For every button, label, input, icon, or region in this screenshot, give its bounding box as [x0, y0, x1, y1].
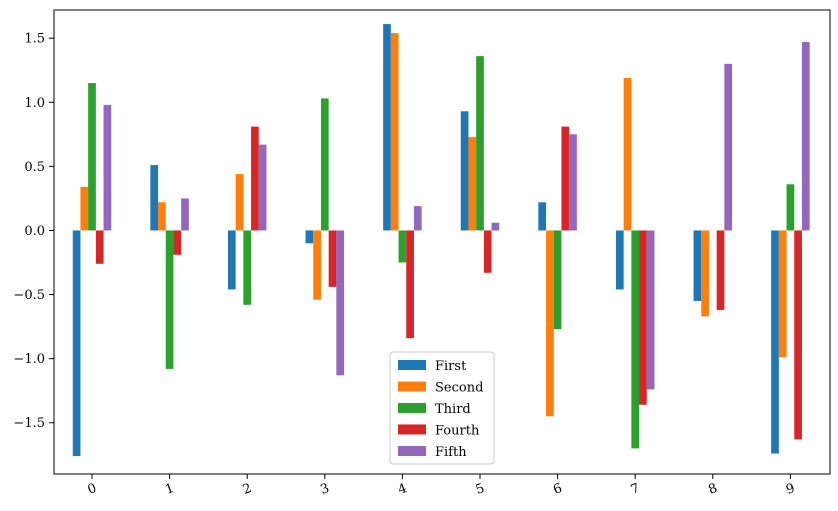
bar-second-6: [546, 230, 554, 417]
plot-frame: [53, 9, 831, 475]
bar-fifth-6: [569, 134, 577, 231]
bar-second-8: [701, 230, 709, 317]
bar-fourth-2: [251, 126, 259, 231]
legend-label-fifth: Fifth: [435, 445, 467, 460]
bar-second-5: [468, 136, 477, 231]
bars-layer: [72, 24, 810, 457]
y-tick-label: 1.5: [24, 32, 45, 47]
bar-third-3: [320, 98, 329, 231]
bar-first-2: [227, 230, 236, 290]
bar-first-4: [383, 24, 391, 231]
bar-fourth-0: [95, 230, 104, 264]
y-tick-label: 0.5: [24, 160, 45, 175]
bar-first-0: [72, 230, 81, 457]
legend-swatch-first: [398, 360, 426, 370]
bar-fourth-1: [173, 230, 182, 255]
x-tick-label: 1: [163, 481, 176, 498]
bar-third-1: [165, 230, 174, 369]
y-tick-label: −0.5: [13, 288, 45, 303]
x-tick-label: 2: [241, 481, 254, 498]
bar-third-5: [476, 56, 484, 231]
axes-layer: −1.5 −1.0 −0.5 0.0 0.5 1.0 1.5 0 1 2 3 4 5 6 7 8 9: [13, 9, 831, 498]
legend-swatch-third: [398, 403, 426, 413]
bar-second-2: [235, 174, 244, 231]
bar-fourth-9: [794, 230, 802, 440]
y-tick-label: −1.5: [13, 416, 45, 431]
bar-second-1: [158, 202, 166, 231]
bar-fourth-7: [639, 230, 647, 405]
bar-fourth-3: [328, 230, 337, 287]
bar-fifth-0: [103, 104, 112, 231]
bar-first-1: [150, 165, 159, 231]
bar-fifth-4: [413, 206, 422, 231]
bar-third-6: [553, 230, 562, 330]
bar-fourth-5: [483, 230, 492, 273]
bar-second-7: [623, 77, 632, 231]
bar-third-0: [88, 83, 96, 231]
bar-third-7: [631, 230, 640, 449]
bar-first-5: [460, 111, 469, 231]
bar-first-6: [538, 202, 547, 231]
x-tick-label: 0: [86, 481, 99, 498]
legend-swatch-fourth: [398, 424, 426, 435]
x-tick-label: 5: [474, 481, 487, 498]
y-tick-label: 0.0: [24, 224, 45, 239]
bar-fifth-9: [801, 42, 810, 231]
bar-fourth-4: [406, 230, 414, 339]
bar-fourth-8: [716, 230, 725, 310]
bar-fourth-6: [561, 126, 570, 231]
x-tick-label: 3: [319, 481, 332, 498]
y-tick-label: −1.0: [13, 352, 45, 367]
x-tick-label: 6: [551, 481, 564, 498]
bar-fifth-1: [181, 198, 189, 231]
bar-fifth-7: [646, 230, 655, 390]
bar-first-8: [693, 230, 702, 301]
y-tick-label: 1.0: [24, 96, 45, 111]
legend-box: [389, 351, 495, 465]
bar-second-4: [390, 33, 399, 231]
bar-second-3: [313, 230, 321, 300]
x-tick-label: 7: [629, 481, 642, 498]
bar-first-7: [615, 230, 624, 290]
legend-label-fourth: Fourth: [435, 424, 480, 439]
bar-third-2: [243, 230, 252, 305]
bar-fifth-8: [724, 63, 733, 231]
x-tick-label: 8: [707, 481, 720, 498]
legend-label-first: First: [435, 359, 467, 374]
bar-second-0: [80, 186, 89, 231]
legend-swatch-fifth: [398, 446, 426, 456]
x-tick-label: 9: [784, 481, 797, 498]
bar-first-3: [305, 230, 314, 244]
legend-label-third: Third: [435, 402, 471, 417]
legend: First Second Third Fourth Fifth: [389, 351, 495, 465]
bar-fifth-5: [491, 222, 500, 231]
x-tick-label: 4: [396, 481, 409, 498]
bar-third-4: [398, 230, 407, 263]
legend-swatch-second: [398, 381, 426, 392]
bar-fifth-3: [336, 230, 345, 376]
bar-fifth-2: [258, 144, 267, 231]
bar-first-9: [771, 230, 779, 454]
legend-label-second: Second: [435, 381, 483, 396]
bar-second-9: [778, 230, 787, 358]
bar-third-9: [786, 184, 795, 231]
